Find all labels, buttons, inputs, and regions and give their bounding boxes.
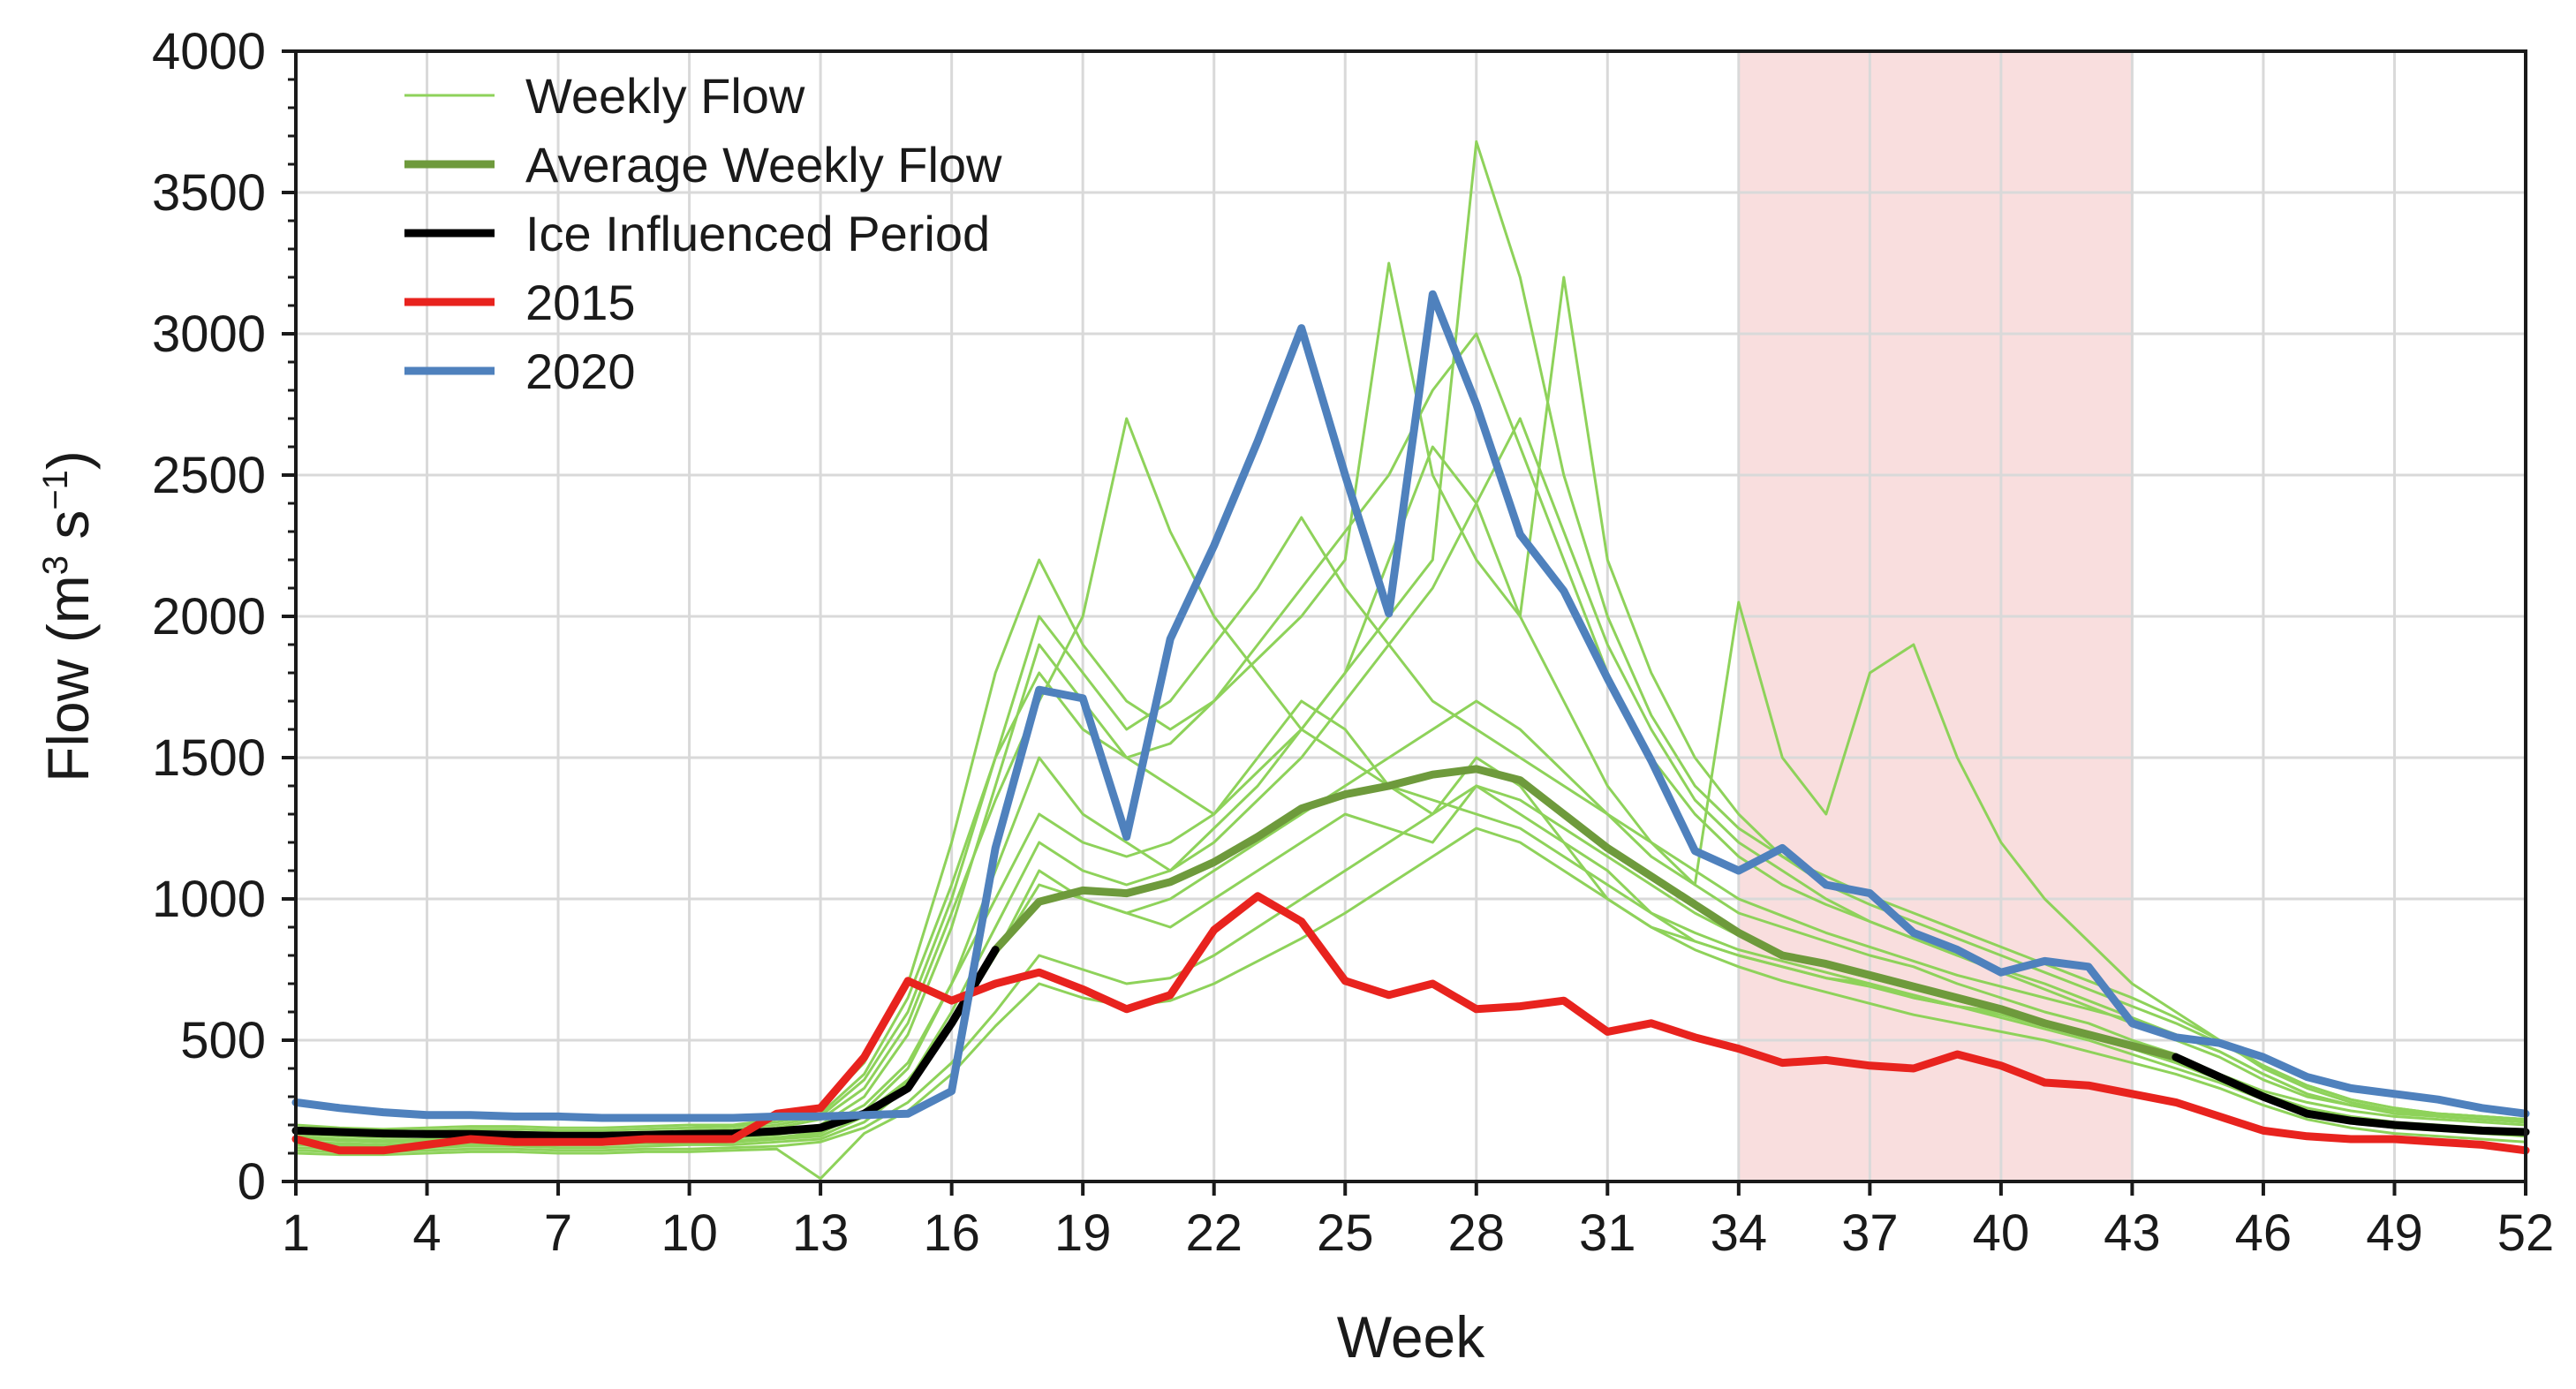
x-tick-label-22: 22 (1185, 1204, 1243, 1262)
weekly-flow-trace-12 (295, 827, 2527, 1181)
y-tick-label-2500: 2500 (152, 447, 266, 504)
series-ice-influenced-period-early (291, 946, 1000, 1140)
x-tick-label-34: 34 (1711, 1204, 1768, 1262)
x-tick-label-25: 25 (1317, 1204, 1374, 1262)
series-2020 (291, 290, 2530, 1122)
series-average-weekly-flow (991, 765, 2180, 1061)
x-tick-label-13: 13 (792, 1204, 850, 1262)
series-layer (291, 290, 2530, 1155)
x-tick-label-7: 7 (544, 1204, 572, 1262)
x-tick-label-37: 37 (1841, 1204, 1899, 1262)
x-axis-title: Week (1337, 1304, 1486, 1370)
legend-label-average: Average Weekly Flow (525, 137, 1002, 192)
legend-label-y2015: 2015 (525, 275, 636, 330)
x-tick-label-31: 31 (1579, 1204, 1636, 1262)
x-tick-label-40: 40 (1973, 1204, 2030, 1262)
y-tick-label-2000: 2000 (152, 588, 266, 645)
x-tick-label-16: 16 (923, 1204, 980, 1262)
y-axis-title-main: Flow (m (35, 575, 101, 782)
weekly-flow-trace-8 (295, 261, 2527, 1134)
tick-layer: 1 4 7 10 13 16 19 22 25 28 31 34 37 40 43 46 49 52 0 500 100… (152, 23, 2554, 1262)
x-tick-label-4: 4 (412, 1204, 441, 1262)
y-tick-label-4000: 4000 (152, 23, 266, 80)
x-tick-label-1: 1 (282, 1204, 310, 1262)
weekly-flow-trace-7 (295, 784, 2527, 1153)
x-tick-label-46: 46 (2235, 1204, 2293, 1262)
y-tick-label-1000: 1000 (152, 871, 266, 928)
y-axis-title-end: ) (35, 450, 101, 470)
x-tick-label-43: 43 (2104, 1204, 2161, 1262)
x-tick-label-19: 19 (1054, 1204, 1112, 1262)
series-ice-influenced-period-late (2172, 1053, 2530, 1136)
weekly-flow-trace-3 (295, 784, 2527, 1151)
x-tick-label-49: 49 (2366, 1204, 2423, 1262)
y-tick-label-0: 0 (238, 1153, 266, 1211)
y-axis-title-sup1: 3 (36, 555, 75, 575)
x-tick-label-28: 28 (1448, 1204, 1506, 1262)
y-tick-label-1500: 1500 (152, 729, 266, 787)
legend-label-y2020: 2020 (525, 343, 636, 399)
y-axis-title: Flow (m3 s−1) (35, 450, 101, 782)
legend-label-ice: Ice Influenced Period (525, 206, 990, 261)
y-tick-label-500: 500 (180, 1012, 266, 1069)
legend-label-weekly: Weekly Flow (525, 68, 805, 124)
legend: Weekly Flow Average Weekly Flow Ice Influe… (404, 68, 1002, 399)
y-axis-title-mid: s (35, 510, 101, 555)
y-axis-title-sup2: −1 (36, 470, 75, 510)
y-tick-label-3000: 3000 (152, 306, 266, 363)
y-tick-label-3500: 3500 (152, 164, 266, 222)
x-tick-label-52: 52 (2497, 1204, 2555, 1262)
series-2015 (291, 892, 2530, 1155)
weekly-flow-trace-5 (295, 417, 2527, 1148)
x-tick-label-10: 10 (661, 1204, 718, 1262)
